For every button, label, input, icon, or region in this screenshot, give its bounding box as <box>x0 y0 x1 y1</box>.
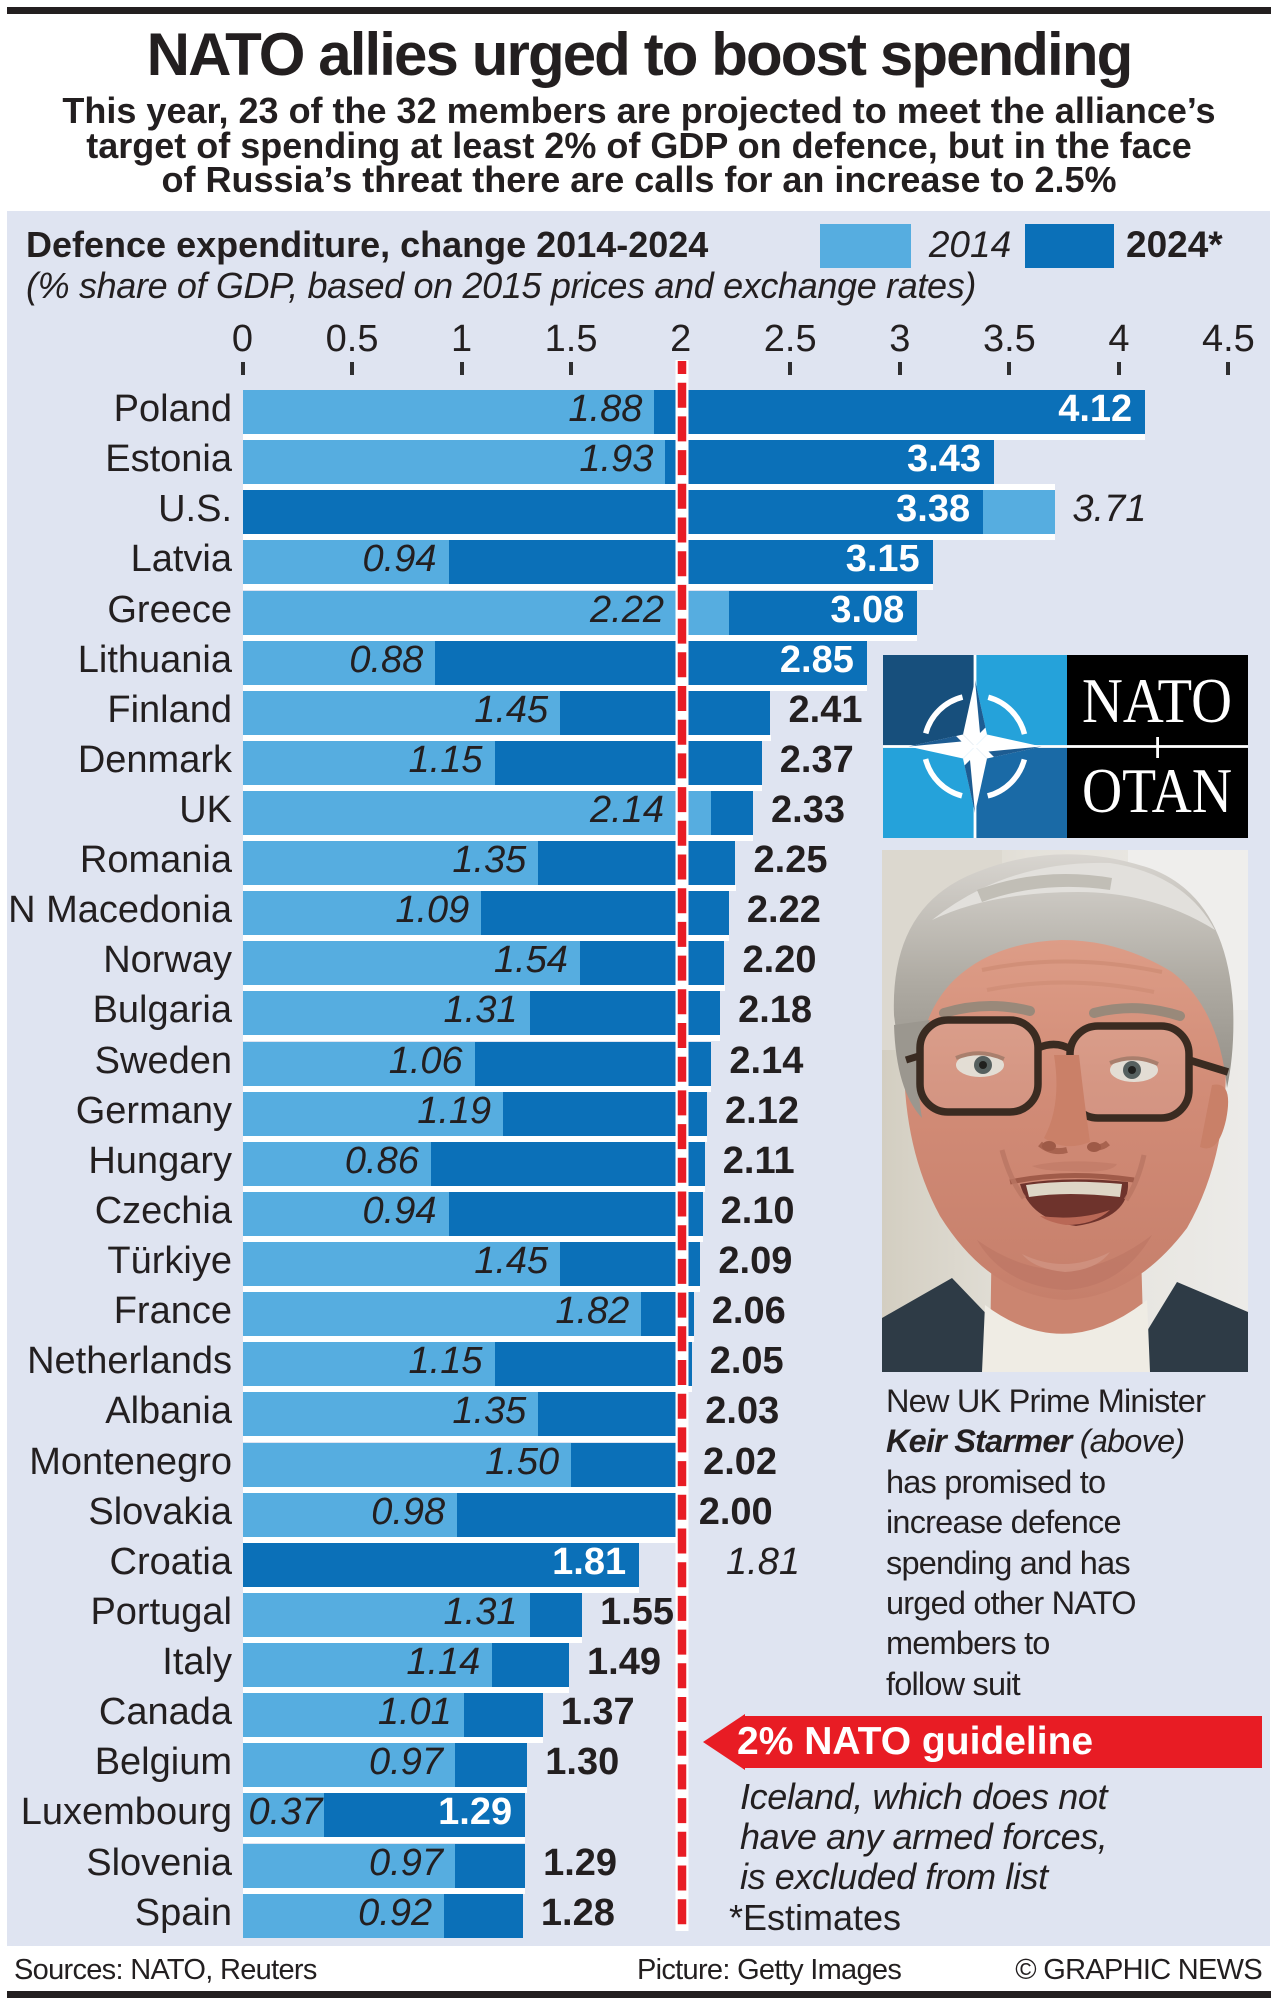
svg-text:NATO: NATO <box>1082 666 1232 736</box>
svg-text:OTAN: OTAN <box>1082 756 1232 826</box>
